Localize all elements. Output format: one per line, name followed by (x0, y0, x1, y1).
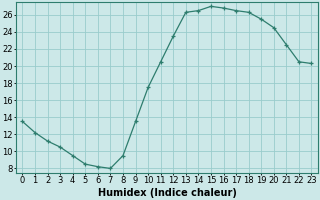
X-axis label: Humidex (Indice chaleur): Humidex (Indice chaleur) (98, 188, 236, 198)
